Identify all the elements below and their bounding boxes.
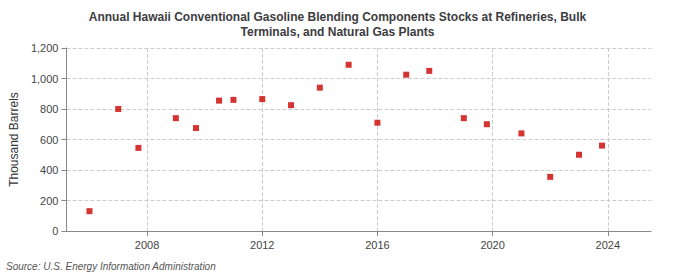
svg-text:1,000: 1,000 — [31, 73, 59, 85]
svg-text:1,200: 1,200 — [31, 42, 59, 54]
svg-text:Source: U.S. Energy Informatio: Source: U.S. Energy Information Administ… — [6, 261, 216, 272]
svg-text:2016: 2016 — [365, 239, 389, 251]
svg-text:Terminals, and Natural Gas Pla: Terminals, and Natural Gas Plants — [241, 25, 435, 39]
svg-text:2008: 2008 — [135, 239, 159, 251]
svg-text:2024: 2024 — [596, 239, 620, 251]
svg-text:800: 800 — [40, 103, 58, 115]
svg-text:2012: 2012 — [250, 239, 274, 251]
svg-text:Annual Hawaii Conventional Gas: Annual Hawaii Conventional Gasoline Blen… — [89, 10, 587, 24]
svg-text:400: 400 — [40, 164, 58, 176]
svg-text:2020: 2020 — [480, 239, 504, 251]
svg-text:0: 0 — [52, 225, 58, 237]
svg-text:200: 200 — [40, 195, 58, 207]
svg-text:600: 600 — [40, 134, 58, 146]
svg-text:Thousand Barrels: Thousand Barrels — [7, 92, 21, 187]
